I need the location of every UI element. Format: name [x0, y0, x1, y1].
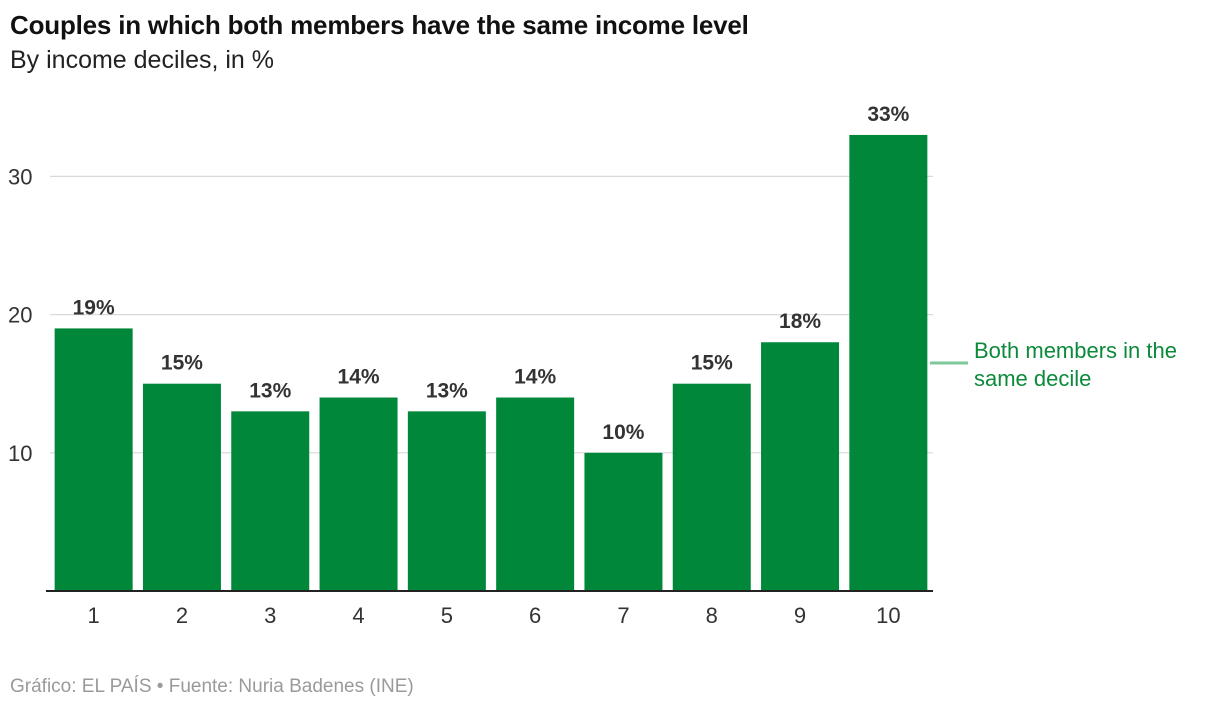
x-axis-ticks: 1 2 3 4 5 6 7 8 9 10: [88, 603, 901, 628]
y-tick-label: 30: [8, 164, 32, 189]
x-tick-label: 4: [352, 603, 364, 628]
y-tick-label: 10: [8, 441, 32, 466]
bar: [496, 397, 575, 591]
data-label: 19%: [73, 296, 115, 319]
bar: [584, 452, 663, 591]
x-tick-label: 9: [794, 603, 806, 628]
data-label: 14%: [514, 366, 556, 389]
data-label: 13%: [426, 379, 468, 402]
data-label: 14%: [338, 366, 380, 389]
chart-title: Couples in which both members have the s…: [10, 10, 749, 40]
x-tick-label: 10: [876, 603, 900, 628]
x-tick-label: 3: [264, 603, 276, 628]
chart-subtitle: By income deciles, in %: [10, 46, 275, 74]
bar: [672, 383, 751, 591]
bar: [849, 134, 928, 591]
x-tick-label: 5: [441, 603, 453, 628]
bar: [407, 411, 486, 591]
data-label: 13%: [249, 379, 291, 402]
bar: [761, 342, 840, 591]
bar: [231, 411, 310, 591]
bar: [319, 397, 398, 591]
bar: [142, 383, 221, 591]
bars: [54, 134, 928, 591]
data-label: 33%: [867, 103, 909, 126]
y-tick-label: 20: [8, 303, 32, 328]
x-tick-label: 6: [529, 603, 541, 628]
data-labels: 19% 15% 13% 14% 13% 14% 10% 15% 18% 33%: [73, 103, 910, 444]
x-tick-label: 7: [617, 603, 629, 628]
data-label: 15%: [161, 352, 203, 375]
source-credit: Gráfico: EL PAÍS • Fuente: Nuria Badenes…: [10, 676, 414, 697]
bar: [54, 328, 133, 591]
x-tick-label: 2: [176, 603, 188, 628]
x-tick-label: 1: [88, 603, 100, 628]
data-label: 10%: [602, 421, 644, 444]
data-label: 18%: [779, 310, 821, 333]
series-legend-label: Both members in the same decile: [974, 338, 1177, 391]
x-tick-label: 8: [706, 603, 718, 628]
data-label: 15%: [691, 352, 733, 375]
y-axis-ticks: 10 20 30: [8, 164, 32, 465]
